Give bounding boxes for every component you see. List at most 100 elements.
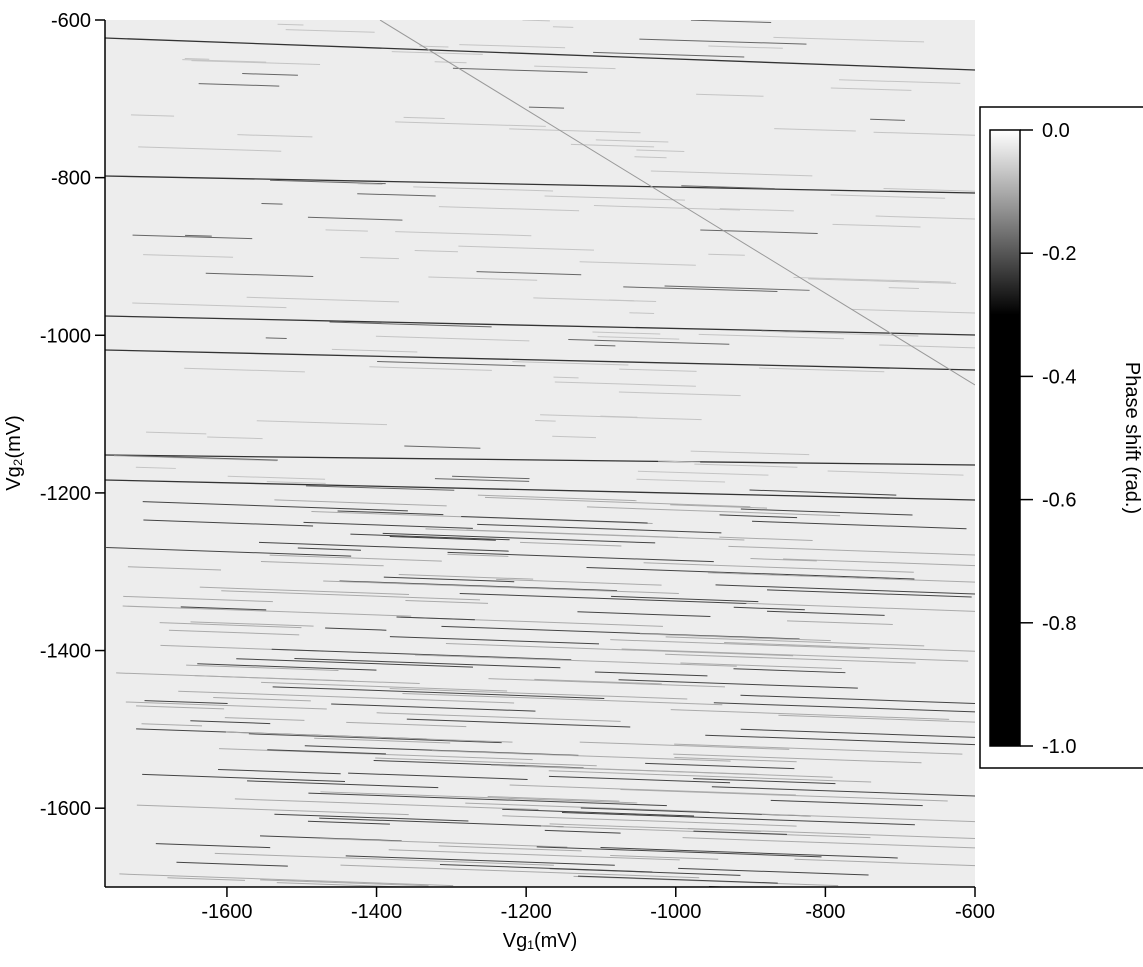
- texture-line: [752, 520, 967, 530]
- texture-line: [402, 692, 723, 706]
- texture-line: [621, 648, 969, 662]
- texture-line: [197, 663, 377, 671]
- texture-line: [618, 391, 741, 397]
- x-tick-label: -1400: [351, 901, 402, 923]
- texture-line: [512, 361, 629, 366]
- texture-line: [682, 837, 975, 849]
- texture-line: [105, 479, 975, 501]
- texture-line: [525, 765, 758, 775]
- texture-line: [325, 229, 368, 232]
- texture-line: [696, 93, 764, 97]
- texture-line: [715, 584, 975, 595]
- x-tick-label: -600: [955, 901, 995, 923]
- texture-line: [592, 331, 661, 335]
- texture-line: [225, 731, 513, 743]
- texture-line: [360, 257, 399, 260]
- texture-line: [144, 700, 228, 705]
- texture-line: [594, 671, 708, 677]
- texture-line: [132, 302, 287, 309]
- texture-line: [395, 121, 546, 127]
- texture-line: [522, 20, 550, 22]
- texture-line: [389, 688, 688, 700]
- texture-line: [377, 360, 526, 367]
- texture-line: [778, 714, 975, 723]
- texture-line: [579, 261, 696, 266]
- texture-line: [391, 51, 483, 55]
- texture-line: [305, 485, 455, 491]
- texture-line: [143, 254, 234, 258]
- texture-line: [105, 349, 975, 371]
- texture-line: [106, 547, 352, 557]
- texture-line: [146, 431, 207, 435]
- texture-line: [611, 595, 759, 603]
- texture-line: [314, 737, 451, 744]
- texture-line: [194, 675, 355, 682]
- texture-line: [272, 686, 605, 699]
- texture-line: [441, 625, 800, 640]
- texture-line: [269, 554, 442, 562]
- texture-line: [502, 815, 797, 827]
- texture-line: [459, 44, 566, 49]
- texture-line: [246, 296, 399, 303]
- texture-line: [476, 271, 582, 276]
- x-tick-label: -800: [805, 901, 845, 923]
- texture-line: [851, 308, 975, 314]
- texture-line: [325, 627, 387, 631]
- texture-line: [224, 717, 305, 721]
- texture-line: [713, 702, 975, 713]
- texture-line: [577, 611, 711, 617]
- texture-line: [595, 139, 669, 143]
- texture-line: [673, 753, 922, 764]
- texture-line: [265, 337, 287, 339]
- texture-line: [719, 536, 813, 541]
- texture-line: [323, 580, 679, 594]
- texture-line: [761, 330, 919, 337]
- texture-line: [434, 61, 467, 64]
- texture-line: [130, 114, 175, 117]
- texture-line: [636, 149, 685, 152]
- texture-line: [643, 562, 914, 573]
- texture-line: [761, 813, 975, 823]
- texture-line: [258, 541, 509, 552]
- texture-line: [214, 852, 554, 866]
- texture-line: [339, 580, 618, 592]
- texture-line: [180, 606, 267, 611]
- texture-line: [870, 118, 905, 121]
- texture-line: [636, 478, 726, 483]
- y-tick-label: -1400: [40, 641, 91, 663]
- texture-line: [438, 845, 582, 852]
- texture-line: [750, 558, 817, 562]
- texture-line: [728, 545, 975, 556]
- texture-line: [415, 654, 737, 667]
- texture-line: [376, 712, 621, 722]
- texture-line: [329, 321, 492, 328]
- texture-line: [143, 519, 314, 527]
- texture-line: [658, 460, 701, 463]
- colorbar-label: Phase shift (rad.): [1121, 362, 1143, 514]
- texture-line: [767, 610, 885, 616]
- texture-line: [719, 208, 794, 212]
- texture-line: [690, 450, 810, 456]
- colorbar-tick-label: -0.4: [1042, 366, 1076, 388]
- texture-line: [724, 642, 975, 652]
- texture-line: [167, 877, 246, 881]
- texture-line: [707, 572, 975, 583]
- texture-line: [227, 475, 326, 480]
- texture-line: [693, 830, 787, 835]
- texture-line: [549, 868, 741, 876]
- texture-line: [665, 636, 925, 647]
- x-axis-label: Vg₁(mV): [503, 930, 578, 952]
- texture-line: [830, 87, 912, 91]
- y-axis-label: Vg₂(mV): [3, 415, 25, 491]
- texture-line: [578, 875, 778, 884]
- texture-line: [186, 664, 339, 671]
- texture-line: [839, 79, 961, 84]
- texture-line: [375, 335, 530, 342]
- x-tick-label: -1200: [501, 901, 552, 923]
- texture-line: [127, 566, 222, 571]
- texture-line: [808, 278, 957, 284]
- texture-line: [276, 882, 418, 887]
- texture-line: [434, 478, 530, 482]
- texture-line: [184, 367, 305, 373]
- texture-line: [452, 475, 530, 480]
